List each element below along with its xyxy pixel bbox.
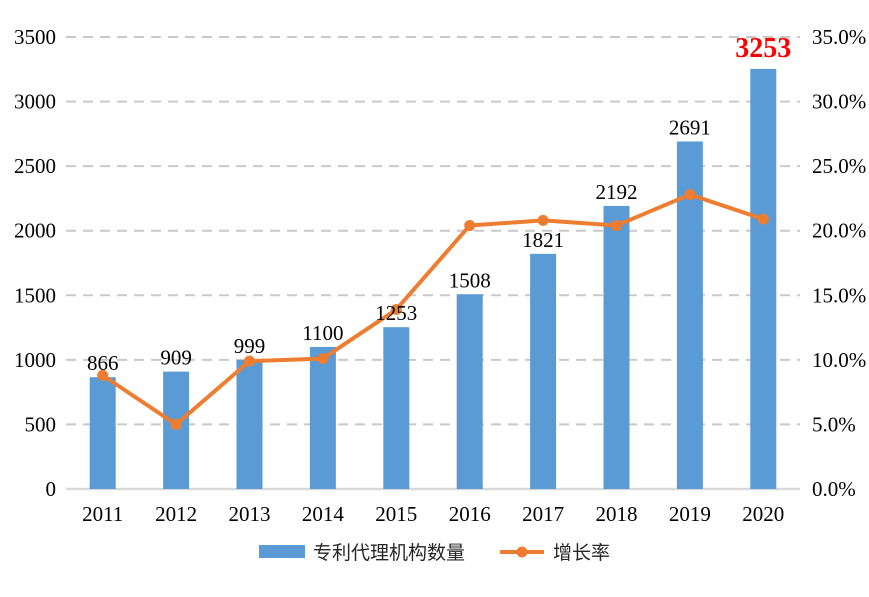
x-axis-label-2015: 2015	[375, 502, 417, 526]
bar-value-label-2017: 1821	[522, 228, 564, 252]
bar-value-label-2016: 1508	[449, 268, 491, 292]
bar-2017	[530, 253, 557, 489]
x-axis-label-2017: 2017	[522, 502, 564, 526]
x-axis-label-2018: 2018	[596, 502, 638, 526]
bar-value-label-2013: 999	[234, 334, 266, 358]
chart-legend: 专利代理机构数量 增长率	[0, 538, 869, 565]
bar-2014	[309, 346, 336, 489]
left-axis-tick-label: 0	[46, 477, 57, 501]
bar-value-label-2018: 2192	[596, 180, 638, 204]
right-axis-tick-label: 35.0%	[812, 25, 866, 49]
left-axis-tick-label: 3500	[14, 25, 56, 49]
left-axis-tick-label: 500	[25, 412, 57, 436]
right-axis-tick-label: 10.0%	[812, 348, 866, 372]
growth-rate-point-2020	[757, 213, 769, 225]
growth-rate-point-2011	[97, 369, 109, 381]
x-axis-label-2012: 2012	[155, 502, 197, 526]
x-axis-label-2011: 2011	[82, 502, 123, 526]
left-axis-tick-label: 3000	[14, 90, 56, 114]
left-axis-tick-label: 2500	[14, 154, 56, 178]
bar-value-label-2012: 909	[160, 346, 192, 370]
right-axis-tick-label: 25.0%	[812, 154, 866, 178]
line-series-label: 增长率	[553, 543, 611, 564]
growth-rate-point-2019	[684, 189, 696, 201]
left-axis-tick-label: 1000	[14, 348, 56, 372]
right-axis-tick-label: 15.0%	[812, 283, 866, 307]
bar-value-label-2014: 1100	[302, 321, 343, 345]
growth-rate-point-2014	[317, 353, 329, 365]
line-series-marker-icon	[500, 546, 544, 557]
bar-value-label-2011: 866	[87, 351, 119, 375]
x-axis-label-2019: 2019	[669, 502, 711, 526]
bar-2013	[236, 359, 263, 489]
x-axis-label-2014: 2014	[302, 502, 345, 526]
bar-2015	[383, 327, 410, 489]
bar-series-label: 专利代理机构数量	[312, 543, 465, 564]
bar-2016	[456, 294, 483, 489]
x-axis-label-2020: 2020	[742, 502, 784, 526]
x-axis-label-2016: 2016	[449, 502, 491, 526]
bar-value-label-2020: 3253	[735, 33, 791, 64]
growth-rate-point-2013	[244, 355, 255, 367]
growth-rate-point-2012	[170, 418, 182, 430]
bar-series-swatch-icon	[258, 545, 305, 558]
bar-2012	[163, 371, 190, 489]
right-axis-tick-label: 0.0%	[812, 477, 856, 501]
bar-2020	[750, 68, 777, 489]
legend-item-line-series: 增长率	[499, 538, 610, 565]
growth-rate-point-2017	[537, 214, 549, 226]
bar-2018	[603, 205, 630, 489]
left-axis-tick-label: 1500	[14, 283, 56, 307]
bar-value-label-2015: 1253	[375, 301, 417, 325]
bar-value-label-2019: 2691	[669, 115, 711, 139]
chart-canvas: 0 500 1000 1500 2000 2500 3000 3500 0.0% 5.0% 10.0…	[14, 25, 866, 526]
x-axis-label-2013: 2013	[229, 502, 271, 526]
growth-rate-line	[100, 192, 766, 427]
right-axis-tick-label: 20.0%	[812, 219, 866, 243]
left-axis-tick-label: 2000	[14, 219, 56, 243]
right-axis-tick-label: 30.0%	[812, 90, 866, 114]
growth-rate-point-2015	[390, 303, 402, 315]
right-axis-tick-label: 5.0%	[812, 412, 856, 436]
bar-2011	[89, 377, 116, 489]
growth-rate-point-2016	[464, 220, 476, 232]
growth-rate-point-2018	[611, 220, 622, 232]
legend-item-bar-series: 专利代理机构数量	[258, 538, 465, 565]
